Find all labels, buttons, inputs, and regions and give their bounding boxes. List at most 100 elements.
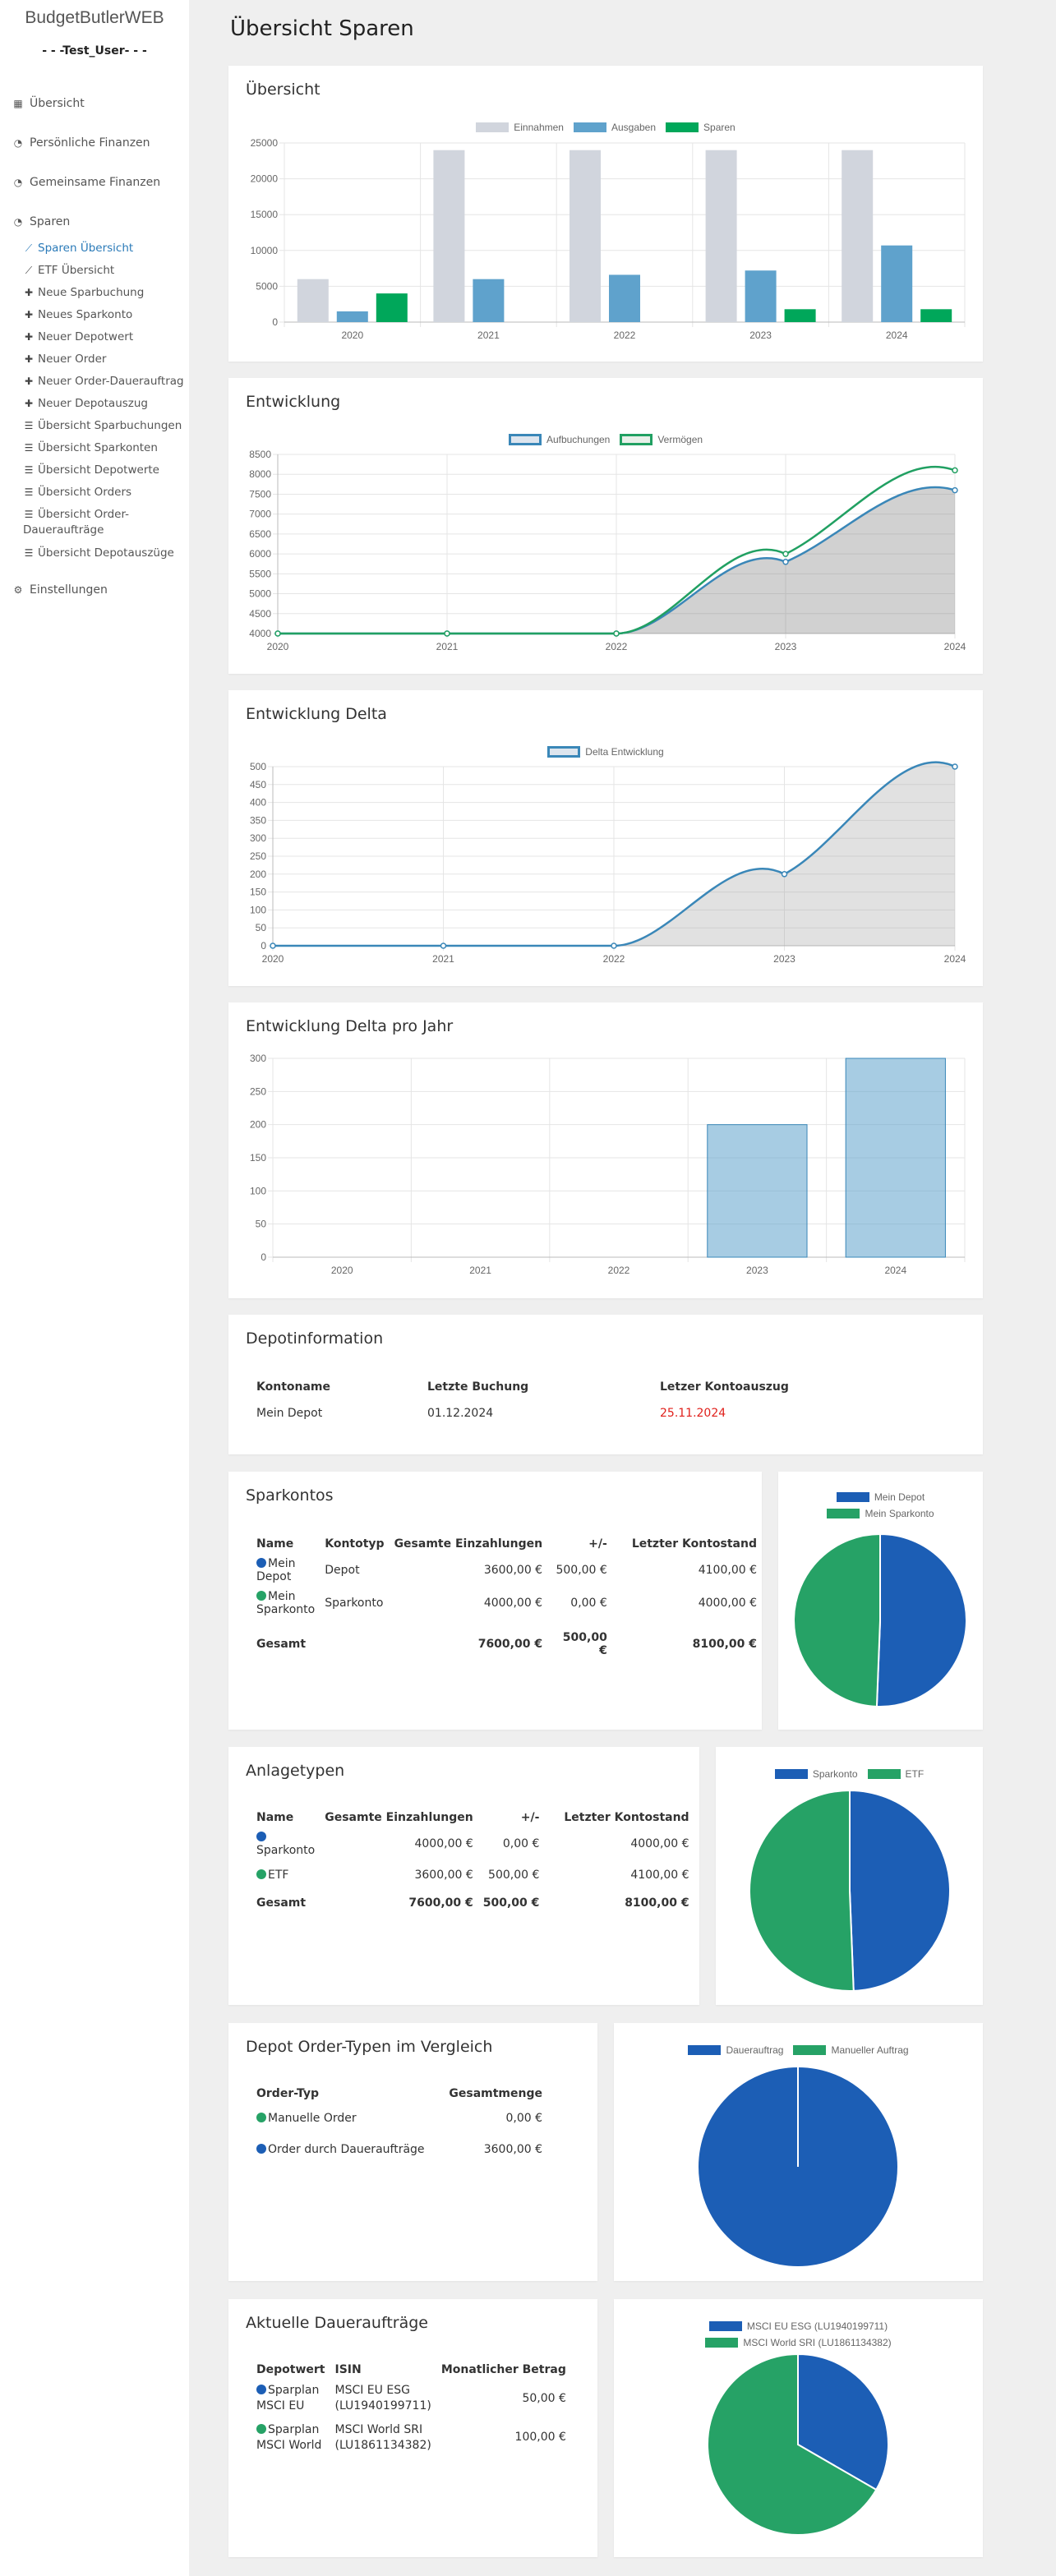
sub-item-uebersicht-order-dauerauftraege[interactable]: ☰ Übersicht Order-Daueraufträge (23, 507, 187, 538)
y-tick-label: 7000 (249, 509, 271, 520)
legend-swatch (827, 1509, 860, 1518)
legend-item[interactable]: Mein Sparkonto (827, 1508, 934, 1519)
legend-item[interactable]: Einnahmen (476, 122, 564, 133)
cell-name: Manuelle Order (268, 2112, 357, 2125)
cell-isin-line-2: (LU1940199711) (334, 2399, 431, 2412)
legend-item[interactable]: Aufbuchungen (508, 434, 610, 445)
sub-item-label: Neue Sparbuchung (38, 286, 145, 299)
sub-item-uebersicht-sparkonten[interactable]: ☰ Übersicht Sparkonten (23, 440, 158, 456)
column-header: Order-Typ (256, 2087, 320, 2100)
column-header: Gesamtmenge (449, 2087, 542, 2100)
nav-item-persoenliche-finanzen[interactable]: ◔ Persönliche Finanzen (12, 136, 150, 150)
plus-icon: ✚ (24, 376, 34, 387)
x-tick-label: 2021 (477, 329, 500, 341)
legend-item[interactable]: Sparkonto (774, 1768, 858, 1780)
x-tick-label: 2023 (749, 329, 772, 341)
table-total-row: Gesamt 7600,00 € 500,00 € 8100,00 € (251, 1620, 762, 1661)
plus-icon: ✚ (24, 309, 34, 320)
sub-item-label: Neuer Depotwert (38, 330, 134, 343)
sub-item-neuer-order-dauerauftrag[interactable]: ✚ Neuer Order-Dauerauftrag (23, 374, 184, 389)
legend-item[interactable]: Mein Depot (836, 1491, 925, 1503)
legend-item[interactable]: Delta Entwicklung (547, 746, 664, 758)
table-total-row: Gesamt 7600,00 € 500,00 € 8100,00 € (251, 1885, 694, 1913)
dauerauftraege-pie-chart (707, 2353, 889, 2536)
data-point (274, 630, 281, 637)
legend-item[interactable]: Ausgaben (573, 122, 656, 133)
legend-label: Mein Sparkonto (865, 1508, 934, 1519)
sub-item-sparen-uebersicht[interactable]: ⟋ Sparen Übersicht (23, 241, 133, 256)
y-tick-label: 350 (250, 814, 266, 826)
delta-year-card: Entwicklung Delta pro Jahr 0 50 100 150 200 2… (228, 1002, 983, 1298)
column-header: +/- (588, 1537, 607, 1551)
table-header-row: Name Kontotyp Gesamte Einzahlungen +/- L… (251, 1534, 762, 1554)
y-tick-label: 15000 (251, 209, 279, 220)
x-tick-label: 2022 (608, 1265, 630, 1276)
plus-icon: ✚ (24, 398, 34, 409)
cell-name: Mein Depot (256, 1407, 323, 1420)
sub-item-uebersicht-sparbuchungen[interactable]: ☰ Übersicht Sparbuchungen (23, 418, 182, 434)
nav-item-einstellungen[interactable]: ⚙ Einstellungen (12, 583, 108, 597)
sub-item-neues-sparkonto[interactable]: ✚ Neues Sparkonto (23, 307, 132, 323)
color-dot (256, 1869, 266, 1879)
x-tick-label: 2021 (436, 641, 459, 652)
legend-swatch (708, 2321, 742, 2331)
legend-label: Sparen (703, 122, 736, 133)
column-header: Name (256, 1537, 294, 1551)
legend-swatch (867, 1769, 901, 1779)
x-tick-label: 2022 (603, 953, 625, 965)
brand-title[interactable]: BudgetButlerWEB (25, 8, 164, 27)
data-point (952, 486, 958, 494)
sub-item-label: ☰ Übersicht Order-Daueraufträge (23, 507, 187, 538)
sub-item-label: Neuer Order-Dauerauftrag (38, 375, 184, 388)
legend-item[interactable]: Manueller Auftrag (793, 2044, 909, 2056)
y-tick-label: 150 (250, 1152, 266, 1164)
sub-item-neue-sparbuchung[interactable]: ✚ Neue Sparbuchung (23, 285, 144, 301)
sub-item-uebersicht-depotwerte[interactable]: ☰ Übersicht Depotwerte (23, 463, 159, 478)
y-tick-label: 300 (250, 832, 266, 844)
bar (336, 311, 368, 322)
legend-item[interactable]: Sparen (666, 122, 736, 133)
list-icon: ☰ (24, 420, 34, 431)
x-tick-label: 2020 (331, 1265, 353, 1276)
cell-total-diff: 500,00 € (482, 1896, 540, 1910)
area-fill (273, 762, 955, 946)
delta-year-chart: 0 50 100 150 200 250 300 2020 2021 2022 2023 2024 (250, 1053, 966, 1276)
table-row: Order durch Daueraufträge 3600,00 € (251, 2128, 547, 2159)
list-icon: ☰ (24, 486, 34, 498)
y-tick-label: 0 (261, 1251, 266, 1263)
nav-item-sparen[interactable]: ◔ Sparen (12, 215, 71, 228)
delta-card: Entwicklung Delta Delta Entwicklung 0 50 1… (228, 690, 983, 986)
cell-type: Depot (325, 1564, 360, 1577)
sub-item-neuer-depotwert[interactable]: ✚ Neuer Depotwert (23, 329, 133, 345)
column-header: Letzer Kontoauszug (660, 1380, 789, 1394)
legend-item[interactable]: ETF (867, 1768, 924, 1780)
sub-item-uebersicht-orders[interactable]: ☰ Übersicht Orders (23, 485, 131, 500)
cell-balance: 4000,00 € (698, 1597, 757, 1610)
development-card: Entwicklung Aufbuchungen Vermögen 4000 45… (228, 378, 983, 674)
legend-swatch (547, 746, 581, 758)
card-title: Entwicklung Delta pro Jahr (246, 1017, 454, 1035)
legend-item[interactable]: MSCI World SRI (LU1861134382) (705, 2337, 892, 2348)
column-header: Depotwert (256, 2363, 325, 2376)
bar (570, 150, 601, 322)
sub-item-neuer-order[interactable]: ✚ Neuer Order (23, 352, 107, 367)
sub-item-etf-uebersicht[interactable]: ⟋ ETF Übersicht (23, 263, 114, 279)
bar (881, 245, 913, 322)
nav-item-gemeinsame-finanzen[interactable]: ◔ Gemeinsame Finanzen (12, 176, 160, 189)
sub-item-uebersicht-depotauszuege[interactable]: ☰ Übersicht Depotauszüge (23, 546, 174, 561)
cell-total-deposits: 7600,00 € (477, 1638, 543, 1651)
column-header: Name (256, 1811, 294, 1824)
y-tick-label: 150 (250, 887, 266, 898)
legend-item[interactable]: Vermögen (620, 434, 703, 445)
sub-item-neuer-depotauszug[interactable]: ✚ Neuer Depotauszug (23, 396, 148, 412)
pie-slice (849, 1789, 951, 1992)
legend-item[interactable]: MSCI EU ESG (LU1940199711) (708, 2320, 888, 2332)
legend-label: Sparkonto (812, 1768, 858, 1780)
list-icon: ☰ (24, 464, 34, 476)
chart-legend: Mein Depot Mein Sparkonto (778, 1491, 983, 1519)
x-tick-label: 2023 (775, 641, 797, 652)
nav-item-uebersicht[interactable]: ▦ Übersicht (12, 97, 84, 110)
legend-item[interactable]: Dauerauftrag (688, 2044, 783, 2056)
cell-name: ETF (268, 1869, 289, 1882)
x-tick-label: 2024 (944, 953, 966, 965)
